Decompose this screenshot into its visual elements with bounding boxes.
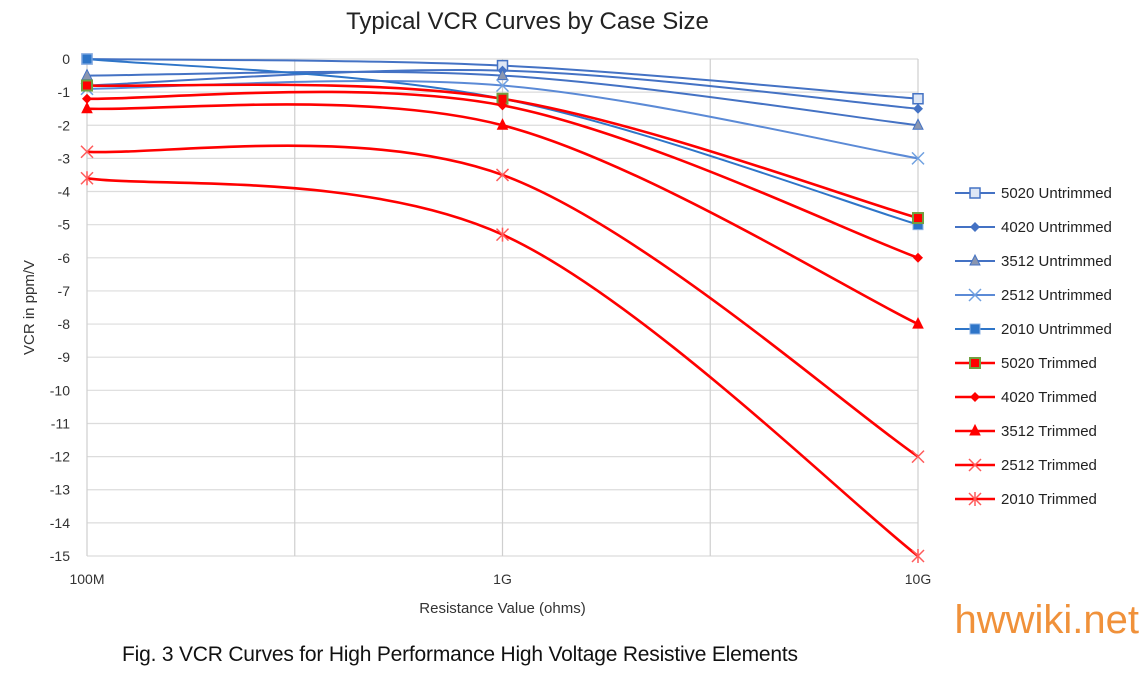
data-point — [969, 423, 981, 436]
data-point — [913, 103, 923, 114]
legend-swatch-icon — [955, 492, 995, 506]
data-point — [968, 492, 982, 506]
legend-label: 3512 Untrimmed — [1001, 252, 1112, 270]
legend-label: 2010 Untrimmed — [1001, 320, 1112, 338]
data-point — [912, 316, 924, 329]
series-2512-trimmed — [80, 144, 925, 464]
y-tick-label: -15 — [50, 548, 70, 564]
data-point — [912, 93, 924, 105]
series-3512-trimmed — [81, 101, 924, 329]
data-point — [82, 93, 92, 104]
y-tick-label: -10 — [50, 382, 70, 398]
data-point — [969, 187, 981, 199]
data-point — [495, 78, 510, 93]
legend-item: 3512 Trimmed — [955, 414, 1112, 448]
legend-label: 2512 Trimmed — [1001, 456, 1097, 474]
legend-swatch-icon — [955, 392, 995, 402]
legend-label: 2512 Untrimmed — [1001, 286, 1112, 304]
data-point — [911, 549, 925, 563]
chart-legend: 5020 Untrimmed 4020 Untrimmed 3512 Untrimm… — [955, 176, 1112, 516]
series-line — [86, 176, 919, 558]
legend-item: 5020 Untrimmed — [955, 176, 1112, 210]
y-tick-label: -7 — [58, 283, 71, 299]
data-point — [80, 145, 94, 159]
data-point — [969, 253, 981, 266]
y-tick-label: -4 — [58, 184, 71, 200]
data-point — [80, 171, 94, 186]
y-tick-label: -2 — [58, 117, 71, 133]
data-point — [496, 118, 509, 130]
data-point — [81, 101, 93, 114]
y-tick-label: -14 — [50, 515, 70, 531]
y-tick-label: 0 — [62, 51, 70, 67]
legend-label: 4020 Untrimmed — [1001, 218, 1112, 236]
data-point — [969, 323, 981, 335]
data-point — [912, 212, 924, 225]
legend-swatch-icon — [955, 458, 995, 472]
data-point — [495, 168, 510, 182]
y-tick-label: -5 — [58, 217, 71, 233]
data-point — [912, 118, 924, 130]
data-point — [497, 100, 508, 111]
legend-item: 3512 Untrimmed — [955, 244, 1112, 278]
y-tick-label: -8 — [58, 316, 71, 332]
y-tick-label: -3 — [58, 150, 71, 166]
legend-swatch-icon — [955, 187, 995, 199]
legend-swatch-icon — [955, 323, 995, 335]
legend-swatch-icon — [955, 357, 995, 369]
series-3512-untrimmed — [81, 68, 924, 130]
legend-item: 2512 Trimmed — [955, 448, 1112, 482]
x-tick-label: 100M — [69, 571, 104, 587]
legend-swatch-icon — [955, 423, 995, 436]
legend-label: 5020 Trimmed — [1001, 354, 1097, 372]
y-tick-label: -13 — [50, 482, 70, 498]
chart-title: Typical VCR Curves by Case Size — [346, 8, 709, 35]
data-point — [81, 79, 93, 92]
legend-swatch-icon — [955, 253, 995, 266]
x-axis-label: Resistance Value (ohms) — [419, 600, 585, 617]
legend-label: 4020 Trimmed — [1001, 388, 1097, 406]
legend-item: 2512 Untrimmed — [955, 278, 1112, 312]
data-point — [969, 357, 981, 369]
y-tick-label: -9 — [58, 349, 71, 365]
legend-swatch-icon — [955, 288, 995, 302]
series-2010-trimmed — [80, 171, 925, 563]
y-axis-label: VCR in ppm/V — [21, 260, 38, 355]
legend-item: 4020 Untrimmed — [955, 210, 1112, 244]
data-point — [495, 227, 510, 242]
legend-label: 5020 Untrimmed — [1001, 184, 1112, 202]
series-4020-trimmed — [82, 90, 923, 263]
data-point — [968, 458, 982, 472]
y-tick-label: -11 — [51, 415, 70, 431]
series-5020-trimmed — [81, 79, 924, 225]
data-point — [911, 450, 925, 464]
y-tick-label: -6 — [58, 250, 71, 266]
legend-swatch-icon — [955, 222, 995, 232]
vcr-chart: 0 -1 -2 -3 -4 -5 -6 -7 -8 -9 -10 -11 -12 -13 -14 -15 100… — [21, 51, 931, 617]
data-point — [968, 288, 982, 302]
x-tick-label: 1G — [493, 571, 512, 587]
data-point — [911, 151, 925, 165]
x-tick-label: 10G — [905, 571, 931, 587]
legend-label: 2010 Trimmed — [1001, 490, 1097, 508]
data-point — [496, 68, 509, 81]
legend-item: 2010 Untrimmed — [955, 312, 1112, 346]
data-point — [970, 222, 980, 232]
watermark: hwwiki.net — [954, 598, 1139, 642]
data-point — [81, 53, 93, 65]
legend-item: 4020 Trimmed — [955, 380, 1112, 414]
y-tick-label: -12 — [50, 449, 70, 465]
y-tick-label: -1 — [58, 84, 71, 100]
legend-label: 3512 Trimmed — [1001, 422, 1097, 440]
data-point — [970, 392, 980, 402]
legend-item: 2010 Trimmed — [955, 482, 1112, 516]
data-point — [913, 252, 923, 263]
legend-item: 5020 Trimmed — [955, 346, 1112, 380]
figure-caption: Fig. 3 VCR Curves for High Performance H… — [122, 643, 798, 666]
